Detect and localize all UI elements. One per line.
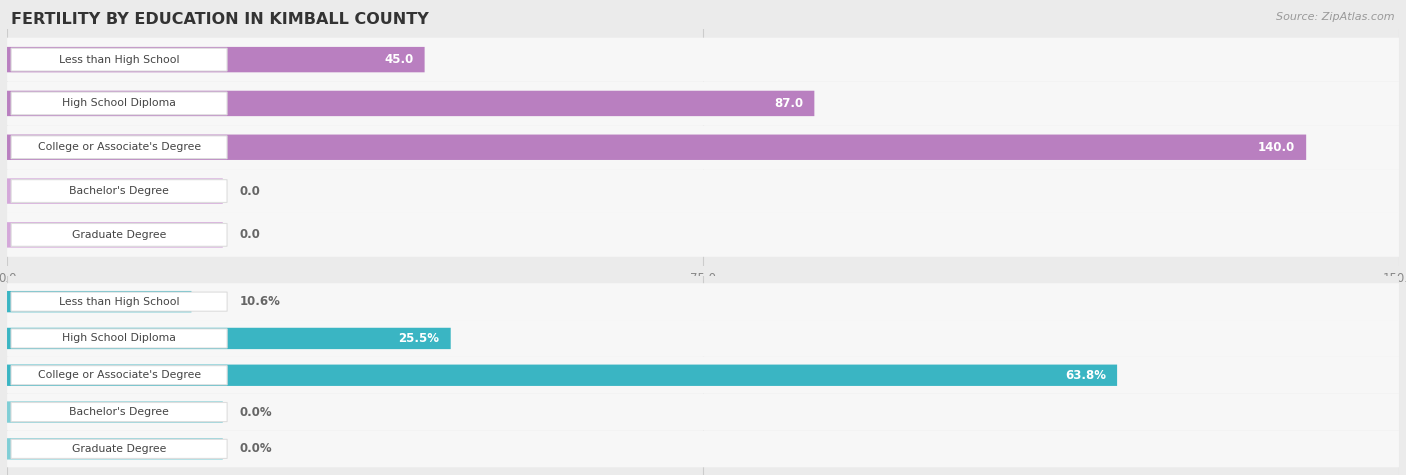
FancyBboxPatch shape [7,283,1399,320]
Text: Less than High School: Less than High School [59,55,180,65]
FancyBboxPatch shape [11,224,226,246]
FancyBboxPatch shape [11,92,226,115]
FancyBboxPatch shape [11,136,226,159]
Text: High School Diploma: High School Diploma [62,333,176,343]
FancyBboxPatch shape [7,430,1399,467]
Text: Graduate Degree: Graduate Degree [72,230,166,240]
FancyBboxPatch shape [7,357,1399,394]
FancyBboxPatch shape [11,180,226,202]
FancyBboxPatch shape [7,401,222,423]
Text: Bachelor's Degree: Bachelor's Degree [69,407,169,417]
FancyBboxPatch shape [11,402,228,422]
FancyBboxPatch shape [11,48,226,71]
Text: 0.0%: 0.0% [239,406,273,418]
FancyBboxPatch shape [7,365,1118,386]
FancyBboxPatch shape [11,366,228,385]
Text: FERTILITY BY EDUCATION IN KIMBALL COUNTY: FERTILITY BY EDUCATION IN KIMBALL COUNTY [11,12,429,27]
FancyBboxPatch shape [7,394,1399,430]
FancyBboxPatch shape [7,38,1399,82]
Text: Graduate Degree: Graduate Degree [72,444,166,454]
Text: 10.6%: 10.6% [239,295,280,308]
Text: Source: ZipAtlas.com: Source: ZipAtlas.com [1277,12,1395,22]
Text: College or Associate's Degree: College or Associate's Degree [38,142,201,152]
FancyBboxPatch shape [7,91,814,116]
FancyBboxPatch shape [7,291,191,312]
Text: High School Diploma: High School Diploma [62,98,176,108]
Text: 0.0: 0.0 [239,185,260,198]
Text: College or Associate's Degree: College or Associate's Degree [38,370,201,380]
FancyBboxPatch shape [11,292,228,311]
Text: 140.0: 140.0 [1258,141,1295,154]
Text: 0.0: 0.0 [239,228,260,241]
Text: 45.0: 45.0 [384,53,413,66]
FancyBboxPatch shape [7,125,1399,169]
FancyBboxPatch shape [7,47,425,72]
Text: 63.8%: 63.8% [1064,369,1107,382]
FancyBboxPatch shape [7,438,222,459]
FancyBboxPatch shape [7,320,1399,357]
FancyBboxPatch shape [7,222,222,247]
FancyBboxPatch shape [7,134,1306,160]
FancyBboxPatch shape [7,328,451,349]
FancyBboxPatch shape [7,169,1399,213]
FancyBboxPatch shape [11,439,228,458]
FancyBboxPatch shape [11,329,228,348]
Text: 87.0: 87.0 [775,97,803,110]
Text: Less than High School: Less than High School [59,296,180,307]
Text: 0.0%: 0.0% [239,442,273,456]
Text: 25.5%: 25.5% [398,332,440,345]
FancyBboxPatch shape [7,82,1399,125]
FancyBboxPatch shape [7,178,222,204]
Text: Bachelor's Degree: Bachelor's Degree [69,186,169,196]
FancyBboxPatch shape [7,213,1399,257]
